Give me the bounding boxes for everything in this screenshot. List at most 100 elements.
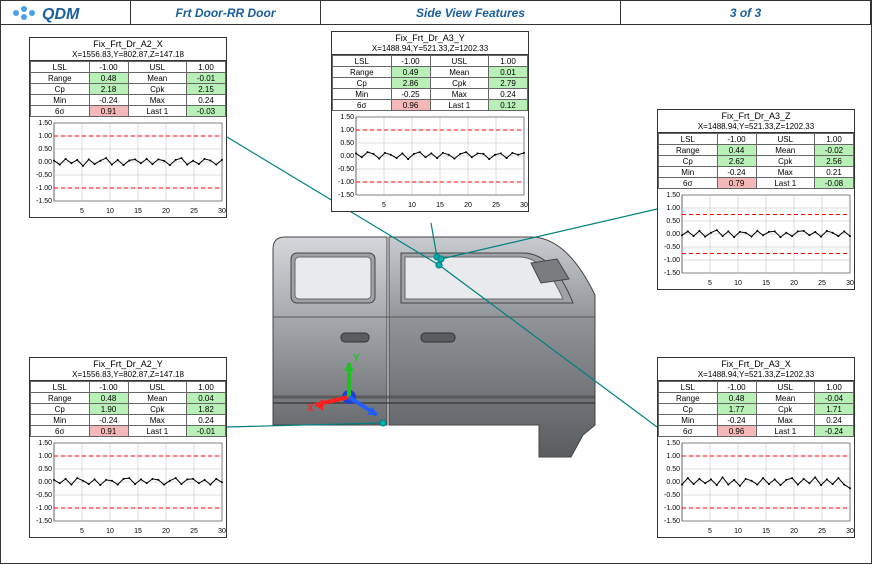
stats-cell: -0.01	[187, 73, 226, 84]
stats-cell: USL	[756, 382, 815, 393]
svg-text:10: 10	[734, 280, 742, 287]
stats-cell: Cpk	[128, 404, 187, 415]
stats-cell: -1.00	[89, 382, 128, 393]
svg-text:-1.50: -1.50	[36, 198, 52, 205]
stats-cell: -0.04	[815, 393, 854, 404]
panel-subtitle: X=1556.83,Y=802.87,Z=147.18	[30, 370, 226, 381]
svg-text:-1.50: -1.50	[338, 192, 354, 199]
svg-text:15: 15	[134, 528, 142, 535]
stats-cell: Range	[31, 393, 90, 404]
svg-text:-1.50: -1.50	[36, 518, 52, 525]
stats-cell: Mean	[430, 67, 489, 78]
stats-cell: 0.48	[717, 393, 756, 404]
svg-text:30: 30	[218, 208, 226, 215]
panel-title: Fix_Frt_Dr_A3_X	[658, 358, 854, 370]
stats-cell: 0.44	[717, 145, 756, 156]
svg-text:1.00: 1.00	[38, 453, 52, 460]
stats-cell: Mean	[756, 393, 815, 404]
svg-text:30: 30	[846, 280, 854, 287]
svg-text:15: 15	[134, 208, 142, 215]
stats-cell: 1.00	[187, 382, 226, 393]
stats-cell: Last 1	[128, 106, 187, 117]
stats-cell: 2.15	[187, 84, 226, 95]
logo-text: QDM	[42, 6, 80, 23]
svg-text:-0.50: -0.50	[338, 166, 354, 173]
stats-cell: 0.24	[489, 89, 528, 100]
stats-cell: 0.79	[717, 178, 756, 189]
svg-text:10: 10	[734, 528, 742, 535]
stats-cell: 1.90	[89, 404, 128, 415]
stats-cell: Max	[128, 415, 187, 426]
door-model: X Y	[271, 225, 601, 465]
svg-text:0.50: 0.50	[666, 218, 680, 225]
stats-cell: 2.56	[815, 156, 854, 167]
stats-cell: -0.25	[391, 89, 430, 100]
svg-text:0.00: 0.00	[38, 159, 52, 166]
svg-text:1.00: 1.00	[38, 133, 52, 140]
stats-cell: Cp	[31, 404, 90, 415]
svg-text:X: X	[307, 403, 314, 414]
stats-cell: 0.24	[815, 415, 854, 426]
stats-cell: 0.24	[187, 95, 226, 106]
svg-text:1.50: 1.50	[38, 120, 52, 127]
stats-panel: Fix_Frt_Dr_A3_XX=1488.94,Y=521.33,Z=1202…	[657, 357, 855, 538]
run-chart: -1.50-1.00-0.500.000.501.001.50510152025…	[30, 439, 226, 535]
svg-text:-0.50: -0.50	[36, 492, 52, 499]
svg-text:-1.00: -1.00	[664, 505, 680, 512]
svg-text:0.50: 0.50	[38, 146, 52, 153]
stats-cell: USL	[430, 56, 489, 67]
stats-cell: -0.08	[815, 178, 854, 189]
svg-text:0.00: 0.00	[666, 479, 680, 486]
stats-cell: Min	[659, 167, 718, 178]
stats-cell: Mean	[128, 393, 187, 404]
stats-cell: 6σ	[659, 178, 718, 189]
svg-text:25: 25	[818, 280, 826, 287]
svg-text:10: 10	[408, 202, 416, 209]
stats-cell: -0.01	[187, 426, 226, 437]
stats-cell: LSL	[659, 134, 718, 145]
stats-cell: LSL	[659, 382, 718, 393]
stats-cell: 0.01	[489, 67, 528, 78]
header-subtitle: Side View Features	[321, 1, 621, 24]
stats-cell: Mean	[128, 73, 187, 84]
stats-cell: Max	[128, 95, 187, 106]
stats-cell: Min	[333, 89, 392, 100]
stats-cell: Cpk	[128, 84, 187, 95]
svg-text:-1.00: -1.00	[36, 505, 52, 512]
stats-cell: Last 1	[128, 426, 187, 437]
stats-cell: LSL	[31, 62, 90, 73]
svg-text:1.00: 1.00	[340, 127, 354, 134]
stats-cell: 0.24	[187, 415, 226, 426]
stats-panel: Fix_Frt_Dr_A3_ZX=1488.94,Y=521.33,Z=1202…	[657, 109, 855, 290]
stats-cell: 1.82	[187, 404, 226, 415]
svg-text:1.50: 1.50	[340, 114, 354, 121]
panel-subtitle: X=1488.94,Y=521.33,Z=1202.33	[658, 122, 854, 133]
stats-cell: -0.24	[717, 167, 756, 178]
stats-cell: 6σ	[31, 426, 90, 437]
svg-text:30: 30	[846, 528, 854, 535]
stats-cell: 1.00	[815, 382, 854, 393]
main-canvas: X Y Fix_Frt_Dr_A2_XX=1556.83,Y=802.87,Z=…	[1, 25, 871, 565]
svg-text:25: 25	[190, 208, 198, 215]
stats-cell: Range	[659, 145, 718, 156]
svg-text:15: 15	[436, 202, 444, 209]
svg-text:-1.50: -1.50	[664, 270, 680, 277]
svg-text:-0.50: -0.50	[36, 172, 52, 179]
svg-text:0.00: 0.00	[340, 153, 354, 160]
svg-text:1.50: 1.50	[38, 440, 52, 447]
svg-text:5: 5	[708, 528, 712, 535]
stats-cell: -0.02	[815, 145, 854, 156]
stats-cell: USL	[756, 134, 815, 145]
stats-cell: 2.62	[717, 156, 756, 167]
panel-subtitle: X=1488.94,Y=521.33,Z=1202.33	[332, 44, 528, 55]
stats-cell: 2.86	[391, 78, 430, 89]
svg-text:1.50: 1.50	[666, 440, 680, 447]
svg-text:-1.50: -1.50	[664, 518, 680, 525]
stats-cell: -0.24	[815, 426, 854, 437]
svg-text:1.50: 1.50	[666, 192, 680, 199]
svg-text:0.00: 0.00	[666, 231, 680, 238]
stats-cell: Last 1	[756, 178, 815, 189]
svg-text:1.00: 1.00	[666, 205, 680, 212]
stats-cell: Cp	[31, 84, 90, 95]
stats-cell: Max	[756, 167, 815, 178]
